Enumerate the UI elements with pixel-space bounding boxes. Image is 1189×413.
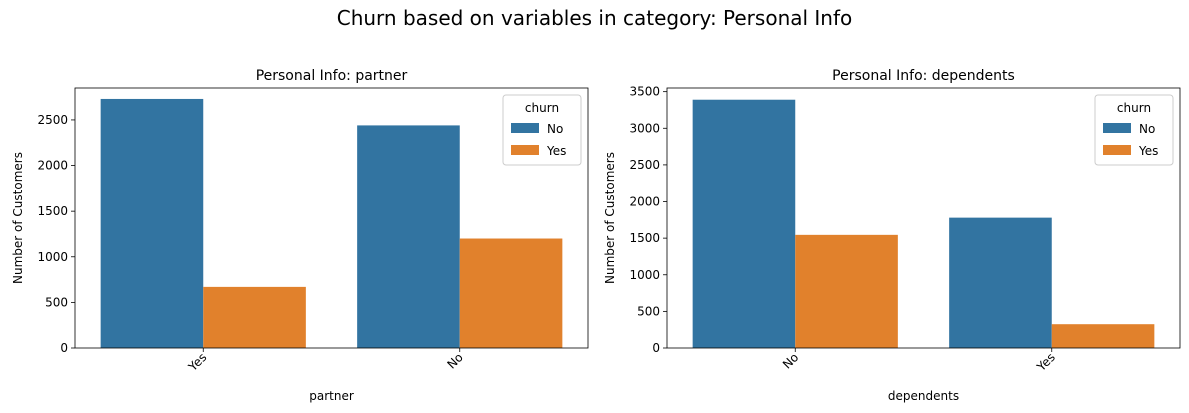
y-tick-label-0-1000: 1000 xyxy=(37,250,68,264)
y-tick-label-0-1500: 1500 xyxy=(37,204,68,218)
subplot-title-1: Personal Info: dependents xyxy=(832,68,1015,84)
bar-1-no-yes xyxy=(949,217,1052,348)
bar-0-no-no xyxy=(357,125,460,349)
y-tick-label-1-3500: 3500 xyxy=(629,85,660,99)
y-tick-label-1-3000: 3000 xyxy=(629,121,660,135)
bar-0-yes-no xyxy=(459,238,563,348)
y-tick-label-0-0: 0 xyxy=(60,341,68,355)
legend-label-1-no: No xyxy=(1139,122,1155,136)
legend-swatch-1-yes xyxy=(1103,145,1131,155)
legend-label-0-yes: Yes xyxy=(546,144,566,158)
legend-swatch-0-yes xyxy=(511,145,539,155)
x-tick-label-0-yes: Yes xyxy=(185,350,209,374)
plot-frame-0 xyxy=(74,87,589,349)
legend-title-1: churn xyxy=(1117,101,1151,115)
legend-swatch-1-no xyxy=(1103,123,1131,133)
x-axis-label-0: partner xyxy=(309,389,354,403)
x-tick-label-0-no: No xyxy=(444,350,465,371)
bar-1-yes-yes xyxy=(1051,324,1155,348)
y-axis-label-1: Number of Customers xyxy=(603,152,617,284)
y-tick-label-1-1000: 1000 xyxy=(629,268,660,282)
y-tick-label-0-500: 500 xyxy=(45,295,68,309)
plot-frame-1 xyxy=(666,87,1181,349)
legend-title-0: churn xyxy=(525,101,559,115)
y-axis-label-0: Number of Customers xyxy=(11,152,25,284)
x-tick-label-1-yes: Yes xyxy=(1034,350,1058,374)
bar-1-yes-no xyxy=(795,234,898,348)
subplot-title-0: Personal Info: partner xyxy=(256,68,408,84)
legend-label-0-no: No xyxy=(547,122,563,136)
bar-0-yes-yes xyxy=(203,286,306,348)
y-tick-label-1-1500: 1500 xyxy=(629,231,660,245)
legend-swatch-0-no xyxy=(511,123,539,133)
bar-1-no-no xyxy=(692,99,796,348)
y-tick-label-1-2500: 2500 xyxy=(629,158,660,172)
y-tick-label-1-2000: 2000 xyxy=(629,195,660,209)
figure-title: Churn based on variables in category: Pe… xyxy=(336,6,853,30)
legend-label-1-yes: Yes xyxy=(1138,144,1158,158)
y-tick-label-0-2500: 2500 xyxy=(37,113,68,127)
y-tick-label-1-0: 0 xyxy=(652,341,660,355)
x-axis-label-1: dependents xyxy=(888,389,959,403)
y-tick-label-0-2000: 2000 xyxy=(37,159,68,173)
y-tick-label-1-500: 500 xyxy=(637,304,660,318)
bar-0-no-yes xyxy=(100,98,204,349)
x-tick-label-1-no: No xyxy=(780,350,801,371)
